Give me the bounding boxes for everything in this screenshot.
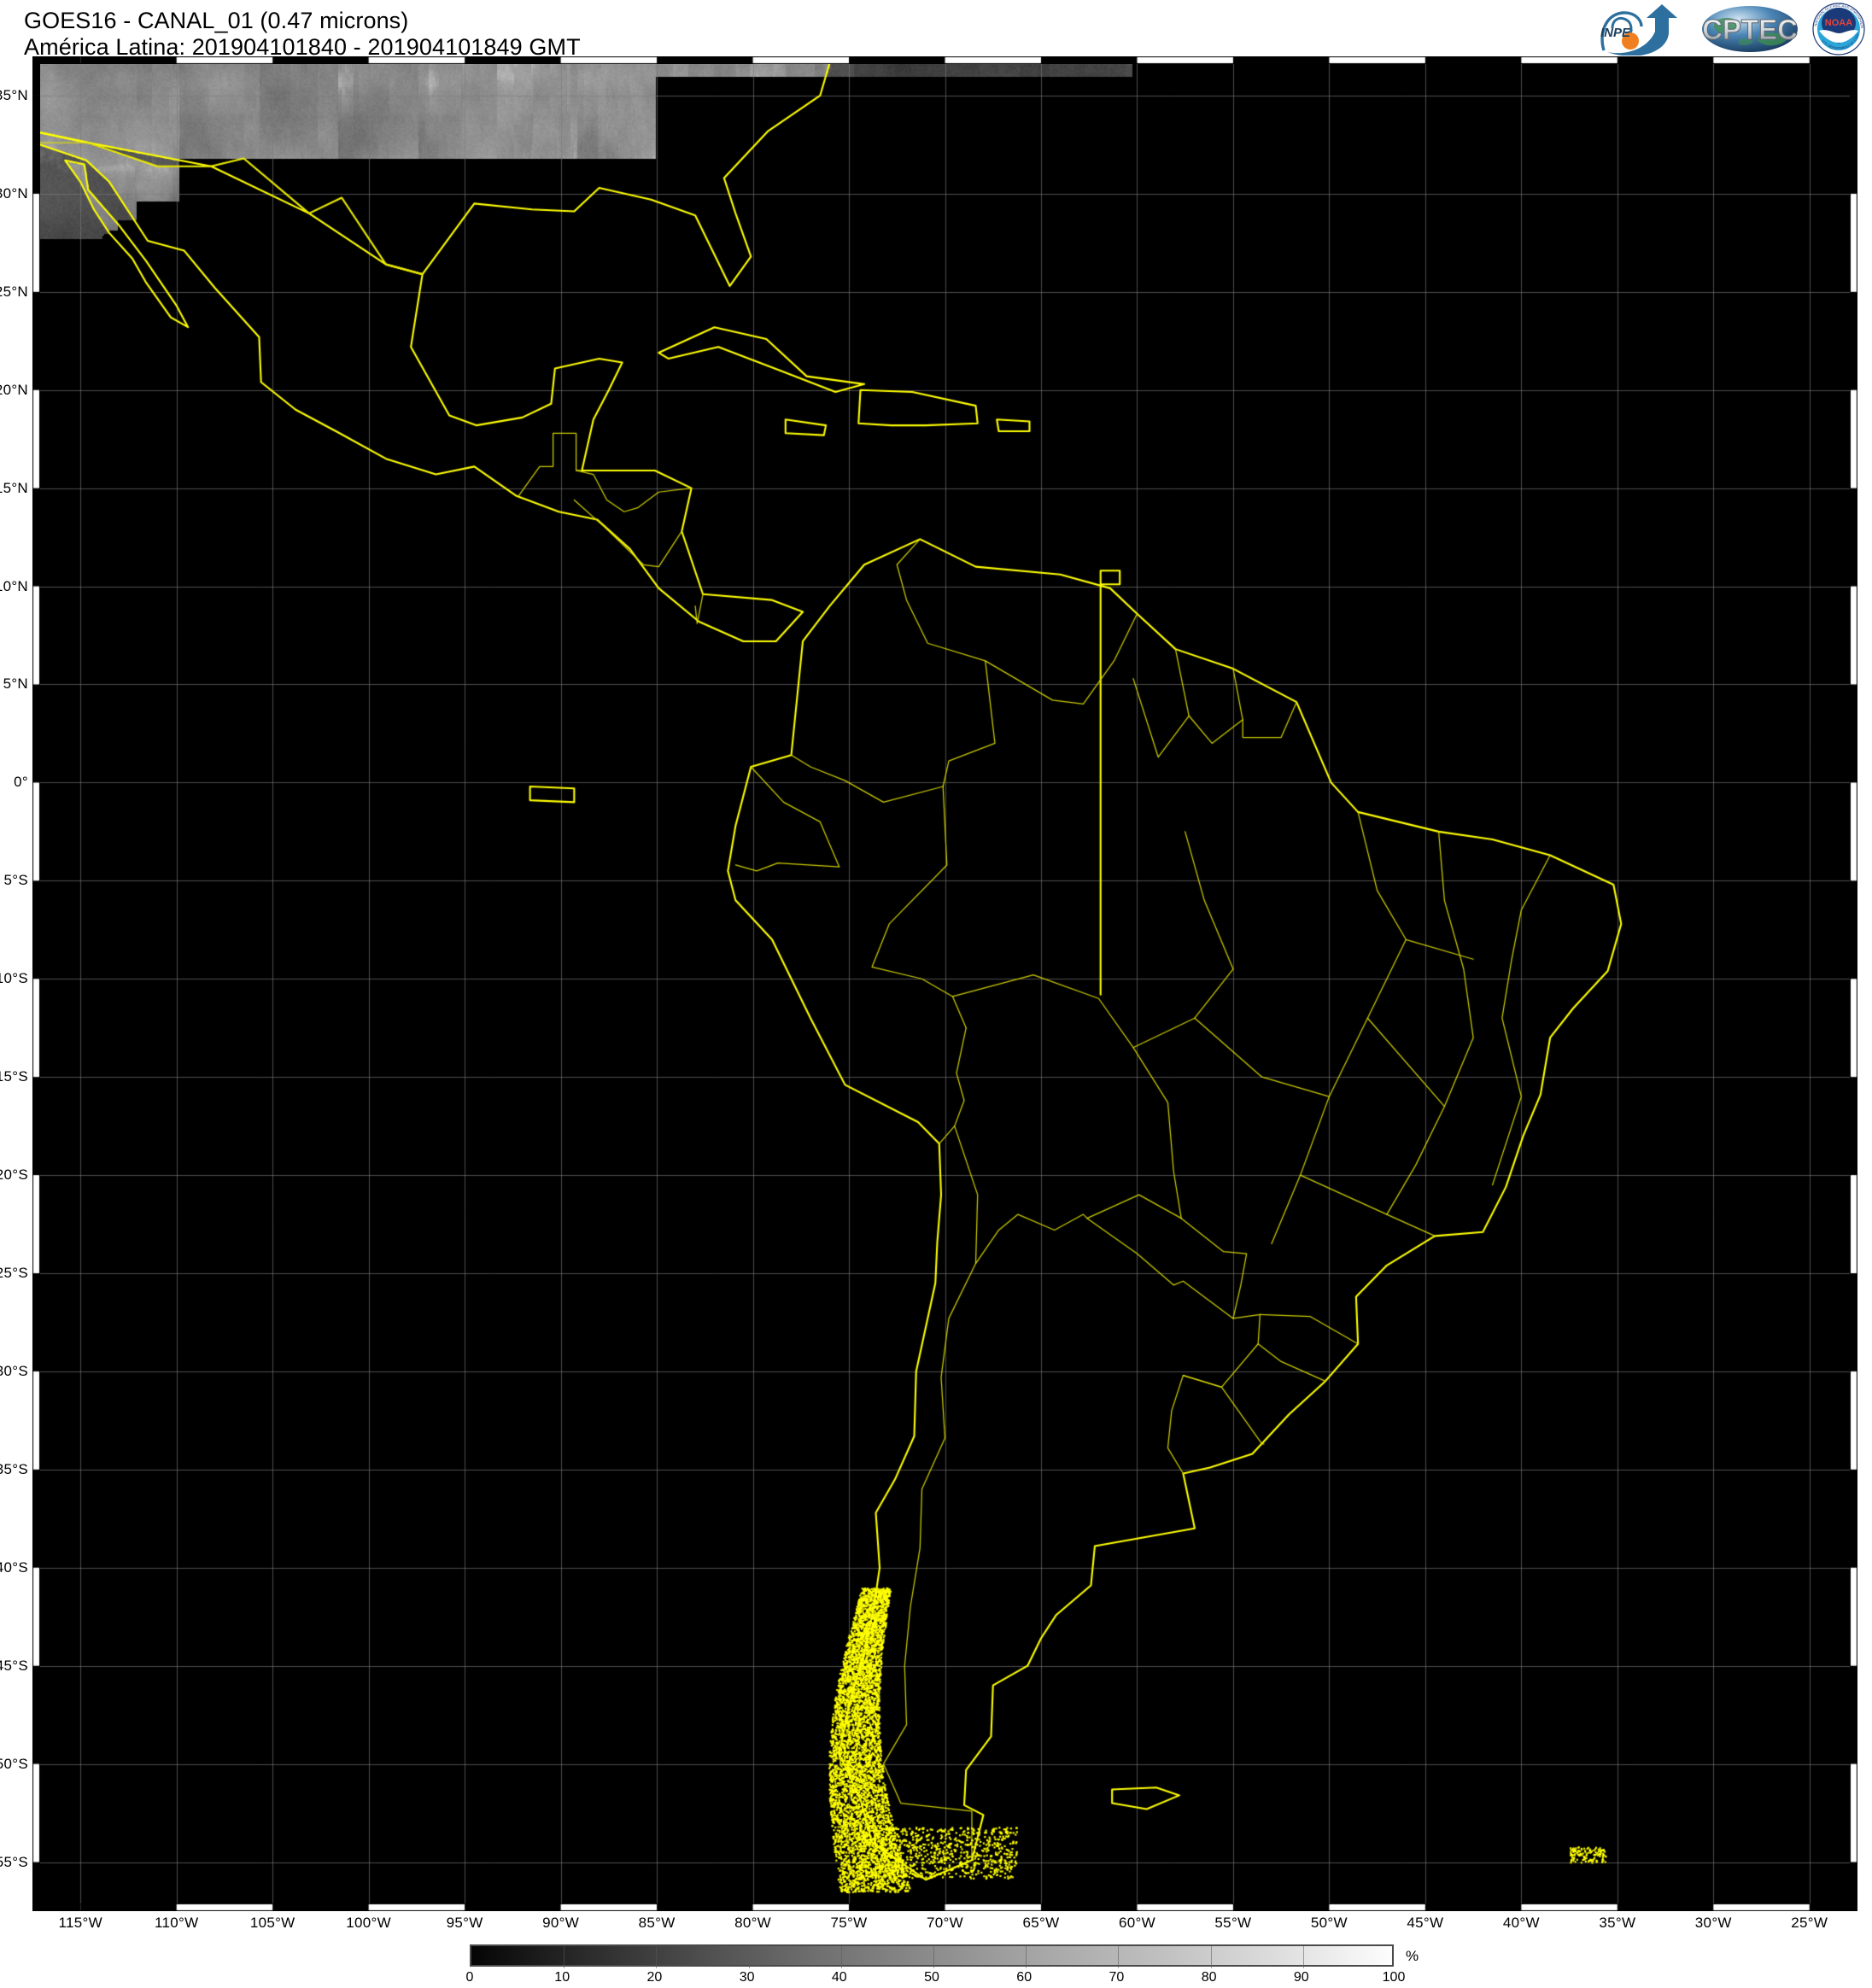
lon-tick-label: 40°W (1502, 1915, 1540, 1931)
lat-tick-label: 10°N (0, 577, 28, 594)
lon-tick-label: 25°W (1791, 1915, 1828, 1931)
colorbar-tick-label: 10 (554, 1970, 570, 1985)
svg-text:NOAA: NOAA (1825, 18, 1852, 28)
lat-tick-label: 15°S (0, 1068, 28, 1085)
colorbar[interactable]: % 0 10 20 30 40 50 60 70 80 90 100 (466, 1944, 1426, 1985)
noaa-logo: NOAA NATIONAL OCEANIC AND ATMOSPHERIC AD… (1811, 0, 1865, 56)
lat-tick-label: 10°S (0, 970, 28, 987)
colorbar-tick (656, 1946, 658, 1968)
lat-tick-label: 5°S (3, 872, 28, 889)
colorbar-tick (1302, 1946, 1304, 1968)
satellite-map[interactable] (32, 56, 1857, 1911)
lon-tick-label: 55°W (1214, 1915, 1252, 1931)
lon-tick-label: 60°W (1118, 1915, 1155, 1931)
colorbar-gradient (470, 1944, 1394, 1968)
inpe-logo: INPE (1594, 3, 1688, 56)
lon-tick-label: 65°W (1022, 1915, 1060, 1931)
lon-tick-label: 95°W (446, 1915, 483, 1931)
colorbar-tick (564, 1946, 565, 1968)
colorbar-tick-label: 40 (831, 1970, 847, 1985)
lon-tick-label: 75°W (830, 1915, 868, 1931)
lon-tick-label: 30°W (1694, 1915, 1732, 1931)
colorbar-tick-label: 60 (1016, 1970, 1033, 1985)
lat-tick-label: 25°S (0, 1265, 28, 1282)
lon-tick-label: 110°W (154, 1915, 199, 1931)
colorbar-tick-label: 0 (465, 1970, 474, 1985)
page-title: GOES16 - CANAL_01 (0.47 microns) (24, 8, 409, 33)
colorbar-tick (1210, 1946, 1212, 1968)
lon-tick-label: 50°W (1310, 1915, 1348, 1931)
svg-text:CPTEC: CPTEC (1702, 14, 1798, 45)
logo-group: INPE (1594, 0, 1865, 56)
page-subtitle: América Latina: 201904101840 - 201904101… (24, 34, 581, 60)
colorbar-unit-label: % (1406, 1948, 1419, 1964)
lon-tick-label: 115°W (58, 1915, 102, 1931)
colorbar-tick-label: 90 (1293, 1970, 1309, 1985)
lat-tick-label: 15°N (0, 479, 28, 496)
lat-tick-label: 5°N (3, 675, 28, 693)
colorbar-tick-label: 100 (1382, 1970, 1406, 1985)
lat-tick-label: 0° (14, 774, 28, 791)
lon-tick-label: 90°W (542, 1915, 580, 1931)
colorbar-tick-label: 30 (739, 1970, 755, 1985)
lon-tick-label: 80°W (734, 1915, 772, 1931)
lon-tick-label: 85°W (638, 1915, 676, 1931)
colorbar-tick-label: 20 (646, 1970, 663, 1985)
lat-tick-label: 20°S (0, 1166, 28, 1184)
lon-tick-label: 45°W (1407, 1915, 1444, 1931)
lat-tick-label: 35°S (0, 1460, 28, 1477)
lat-tick-label: 35°N (0, 86, 28, 103)
lat-tick-label: 40°S (0, 1558, 28, 1576)
satellite-image-canvas[interactable] (32, 56, 1857, 1911)
colorbar-tick (840, 1946, 842, 1968)
lat-tick-label: 20°N (0, 381, 28, 398)
colorbar-tick-label: 80 (1201, 1970, 1217, 1985)
lon-tick-label: 105°W (249, 1915, 295, 1931)
lat-tick-label: 30°N (0, 184, 28, 202)
header: GOES16 - CANAL_01 (0.47 microns) América… (0, 0, 1872, 60)
longitude-axis: 115°W 110°W 105°W 100°W 95°W 90°W 85°W 80°W 75°W… (32, 1913, 1857, 1937)
lat-tick-label: 30°S (0, 1362, 28, 1379)
lat-tick-label: 55°S (0, 1853, 28, 1870)
colorbar-tick (748, 1946, 750, 1968)
lon-tick-label: 70°W (927, 1915, 963, 1931)
lat-tick-label: 45°S (0, 1657, 28, 1674)
colorbar-tick-label: 70 (1109, 1970, 1125, 1985)
lon-tick-label: 100°W (346, 1915, 392, 1931)
lat-tick-label: 50°S (0, 1755, 28, 1772)
latitude-axis: 35°N 30°N 25°N 20°N 15°N 10°N 5°N 0° 5°S 10°S 15°S… (0, 56, 32, 1911)
svg-text:INPE: INPE (1600, 26, 1631, 40)
lon-tick-label: 35°W (1599, 1915, 1636, 1931)
colorbar-tick-label: 50 (924, 1970, 939, 1985)
cptec-logo: CPTEC (1699, 3, 1800, 56)
lat-tick-label: 25°N (0, 283, 28, 300)
colorbar-tick (1118, 1946, 1120, 1968)
colorbar-tick (933, 1946, 934, 1968)
colorbar-tick (1026, 1946, 1027, 1968)
